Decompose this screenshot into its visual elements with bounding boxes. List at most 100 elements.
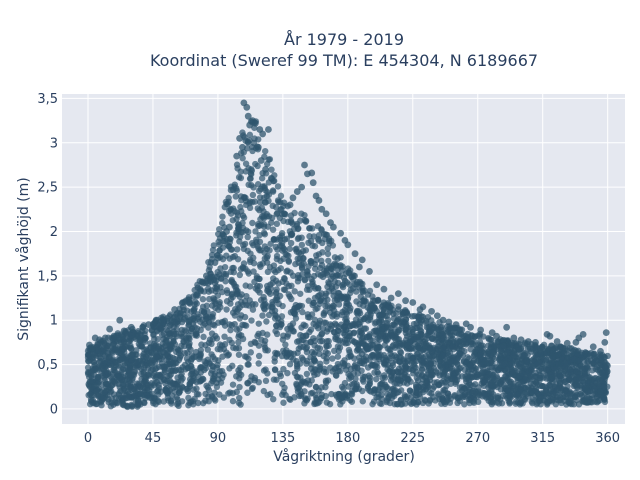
data-point [253, 236, 260, 244]
data-point [241, 240, 249, 248]
data-point [549, 378, 556, 385]
data-point [517, 336, 525, 344]
data-point [596, 362, 603, 369]
data-point [285, 282, 293, 290]
data-point [327, 325, 335, 333]
data-point [536, 382, 544, 389]
data-point [381, 312, 388, 319]
data-point [108, 395, 115, 402]
data-point [528, 348, 535, 355]
data-point [379, 380, 386, 387]
data-point [271, 358, 278, 365]
data-point [190, 354, 197, 361]
data-point [237, 401, 244, 408]
data-point [262, 346, 269, 354]
data-point [265, 311, 273, 319]
data-point [139, 323, 147, 331]
data-point [132, 359, 140, 366]
data-point [532, 338, 539, 346]
data-point [116, 389, 123, 397]
data-point [379, 386, 387, 393]
data-point [295, 234, 302, 241]
data-point [481, 358, 489, 365]
data-point [493, 332, 500, 340]
data-point [287, 350, 295, 357]
data-point [225, 194, 232, 202]
data-point [153, 316, 161, 324]
data-point [209, 310, 217, 318]
data-point [593, 357, 600, 364]
data-point [380, 285, 388, 293]
data-point [510, 334, 518, 342]
data-point [223, 298, 231, 305]
data-point [315, 251, 323, 258]
data-point [186, 380, 193, 388]
data-point [234, 221, 242, 228]
data-point [384, 335, 392, 343]
data-point [346, 281, 353, 288]
data-point [255, 378, 262, 386]
data-point [323, 338, 330, 345]
data-point [101, 389, 108, 396]
data-point [166, 377, 174, 384]
data-point [301, 277, 308, 284]
data-point [360, 302, 367, 309]
data-point [242, 137, 249, 144]
data-point [219, 255, 227, 263]
data-point [318, 391, 326, 398]
data-point [308, 275, 315, 283]
data-point [406, 387, 414, 395]
data-point [397, 319, 404, 326]
data-point [213, 285, 221, 293]
data-point [252, 228, 259, 235]
data-point [273, 322, 280, 329]
data-point [152, 400, 159, 408]
data-point [336, 344, 344, 351]
data-point [127, 383, 134, 390]
data-point [142, 378, 150, 385]
data-point [297, 217, 304, 224]
data-point [558, 399, 565, 407]
data-point [375, 318, 383, 326]
data-point [93, 388, 100, 395]
data-point [516, 401, 524, 408]
data-point [185, 332, 193, 339]
data-point [402, 308, 409, 315]
data-point [389, 306, 397, 313]
data-point [319, 239, 326, 247]
data-point [325, 280, 333, 287]
data-point [333, 271, 341, 279]
data-point [338, 383, 346, 390]
data-point [172, 355, 179, 363]
y-tick-label: 0 [50, 402, 58, 417]
data-point [438, 364, 446, 372]
data-point [270, 395, 277, 403]
data-point [219, 353, 226, 360]
data-point [86, 378, 94, 386]
data-point [474, 373, 481, 381]
data-point [323, 399, 330, 406]
data-point [126, 364, 133, 372]
data-point [286, 201, 294, 209]
data-point [259, 312, 266, 319]
data-point [113, 400, 121, 407]
data-point [231, 252, 239, 260]
data-point [175, 402, 182, 410]
data-point [311, 365, 318, 373]
data-point [190, 401, 197, 408]
data-point [188, 308, 195, 315]
data-point [351, 272, 358, 280]
data-point [355, 320, 362, 328]
data-point [373, 281, 381, 289]
data-point [314, 399, 322, 407]
data-point [123, 376, 131, 383]
data-point [369, 337, 376, 344]
data-point [311, 265, 319, 272]
data-point [125, 394, 132, 401]
data-point [178, 318, 186, 326]
data-point [556, 380, 564, 387]
data-point [358, 329, 365, 337]
data-point [549, 373, 556, 381]
data-point [195, 352, 203, 359]
data-point [331, 297, 338, 304]
